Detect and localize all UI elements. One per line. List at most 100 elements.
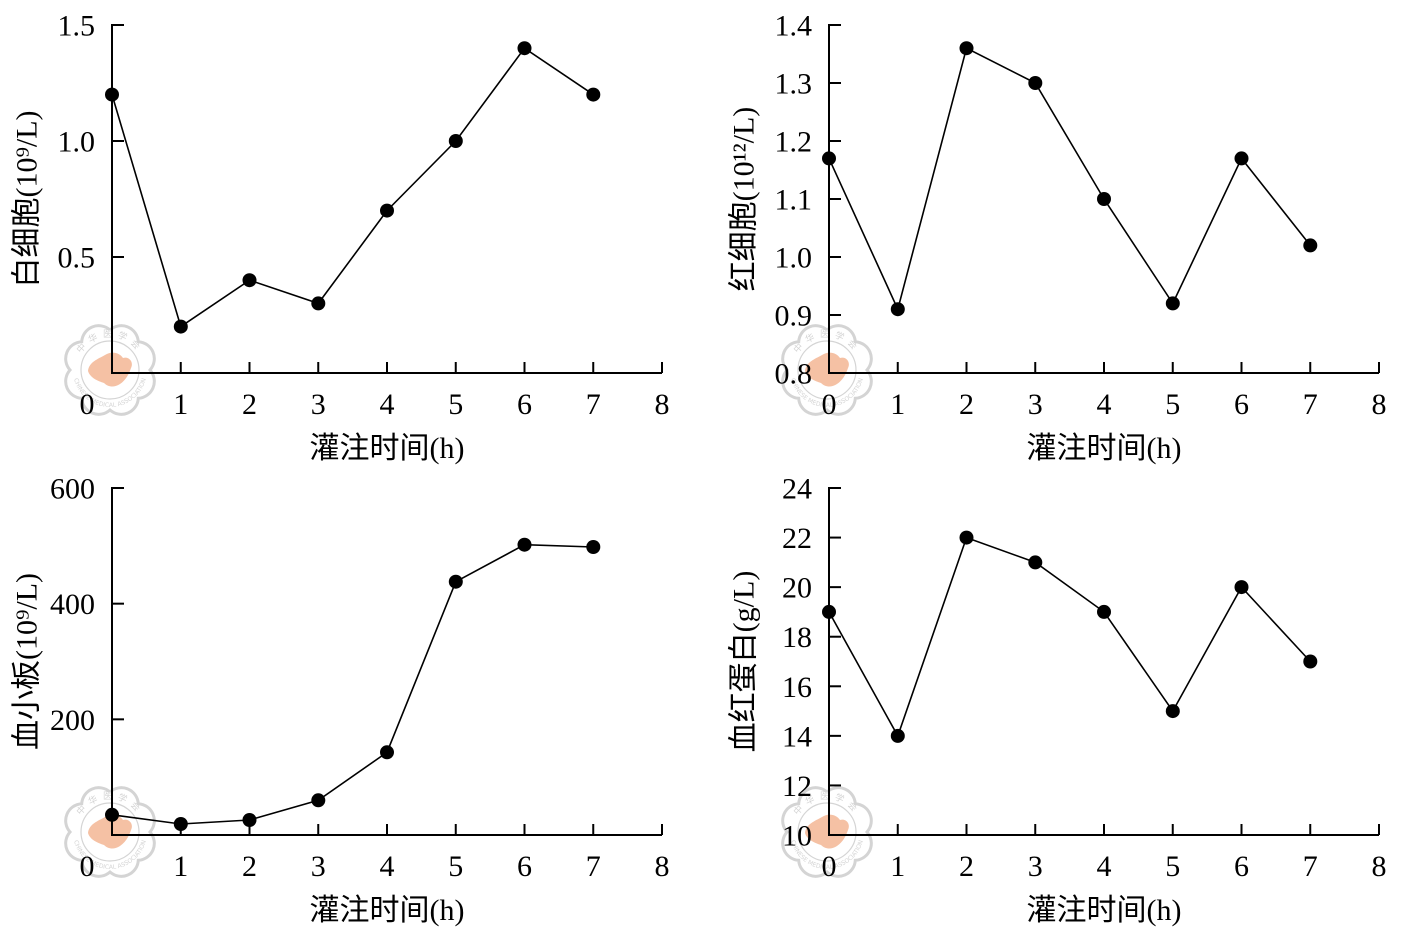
data-point [1165,704,1180,719]
series-line [828,536,1311,738]
watermark-map-emblem [88,814,132,849]
data-point [105,807,119,822]
y-tick-label: 1.3 [775,68,813,101]
data-point [173,319,188,334]
y-axis-title: 血红蛋白(g/L) [728,571,761,753]
y-tick-label: 12 [782,770,812,803]
watermark-outer-ring [781,324,873,416]
data-point [242,813,257,827]
x-tick-label: 5 [448,388,463,421]
x-tick-label: 8 [655,388,670,421]
data-point [822,151,836,166]
y-tick-label: 1.4 [775,10,813,43]
y-tick-label: 1.0 [775,242,813,275]
x-tick-label: 2 [959,850,974,883]
data-point [586,540,601,554]
x-tick-label: 6 [517,850,532,883]
x-axis-title: 灌注时间(h) [310,432,465,465]
x-tick-label: 7 [1303,850,1318,883]
watermark-map-emblem [805,352,849,387]
data-point [311,296,326,311]
series-line [111,47,594,328]
y-tick-label: 0.8 [775,358,813,391]
watermark-map-emblem [805,814,849,849]
data-point [1028,555,1043,570]
x-tick-label: 3 [1028,388,1043,421]
data-point [1028,76,1043,90]
data-point [105,87,119,102]
x-tick-label: 4 [1097,850,1112,883]
data-point [311,793,326,808]
y-tick-label: 1.2 [775,126,813,159]
y-tick-label: 1.1 [775,184,813,217]
data-point [586,87,601,102]
y-tick-label: 18 [782,621,812,654]
y-tick-label: 1.5 [58,10,96,43]
x-tick-label: 5 [448,850,463,883]
data-point [517,41,532,56]
x-tick-label: 6 [1234,850,1249,883]
y-tick-label: 1.0 [58,126,96,159]
x-tick-label: 3 [311,388,326,421]
watermark-inner-ring [80,340,140,400]
y-tick-label: 14 [782,720,812,753]
x-tick-label: 7 [1303,388,1318,421]
x-tick-label: 8 [1372,850,1387,883]
data-point [242,273,257,288]
y-axis-title: 血小板(10⁹/L) [11,573,44,750]
x-tick-label: 7 [586,388,601,421]
x-tick-label: 1 [890,850,905,883]
data-point [959,530,974,545]
x-axis-title: 灌注时间(h) [1027,432,1182,465]
y-tick-label: 24 [782,473,812,506]
x-tick-label: 4 [1097,388,1112,421]
y-tick-label: 200 [50,704,95,737]
x-tick-label: 3 [311,850,326,883]
data-point [1097,604,1111,619]
y-tick-label: 400 [50,588,95,621]
x-tick-label: 0 [80,388,95,421]
y-axis-title: 白细胞(10⁹/L) [11,110,44,287]
data-point [448,574,463,589]
x-tick-label: 1 [173,388,188,421]
x-axis-title: 灌注时间(h) [1027,894,1182,927]
x-tick-label: 5 [1165,388,1180,421]
data-point [380,203,394,218]
watermark-map-emblem [88,352,132,387]
x-tick-label: 4 [380,850,395,883]
x-tick-label: 2 [959,388,974,421]
x-tick-label: 5 [1165,850,1180,883]
x-tick-label: 8 [1372,388,1387,421]
data-point [173,817,188,831]
data-point [1097,192,1111,206]
data-point [1303,238,1318,253]
watermark-outer-ring [781,786,873,878]
x-tick-label: 7 [586,850,601,883]
series-line [828,47,1311,312]
data-point [890,728,905,743]
y-tick-label: 20 [782,572,812,605]
x-tick-label: 1 [173,850,188,883]
y-tick-label: 10 [782,820,812,853]
x-axis-title: 灌注时间(h) [310,894,465,927]
watermark-outer-ring [64,786,156,878]
data-point [448,134,463,148]
y-tick-label: 0.5 [58,242,96,275]
data-point [822,604,836,619]
x-tick-label: 2 [242,388,257,421]
watermark-inner-ring [797,340,857,400]
y-axis-title: 红细胞(10¹²/L) [728,107,761,292]
data-point [1165,296,1180,311]
y-tick-label: 600 [50,473,95,506]
y-tick-label: 16 [782,671,812,704]
data-point [1303,654,1318,669]
x-tick-label: 4 [380,388,395,421]
x-tick-label: 2 [242,850,257,883]
x-tick-label: 1 [890,388,905,421]
